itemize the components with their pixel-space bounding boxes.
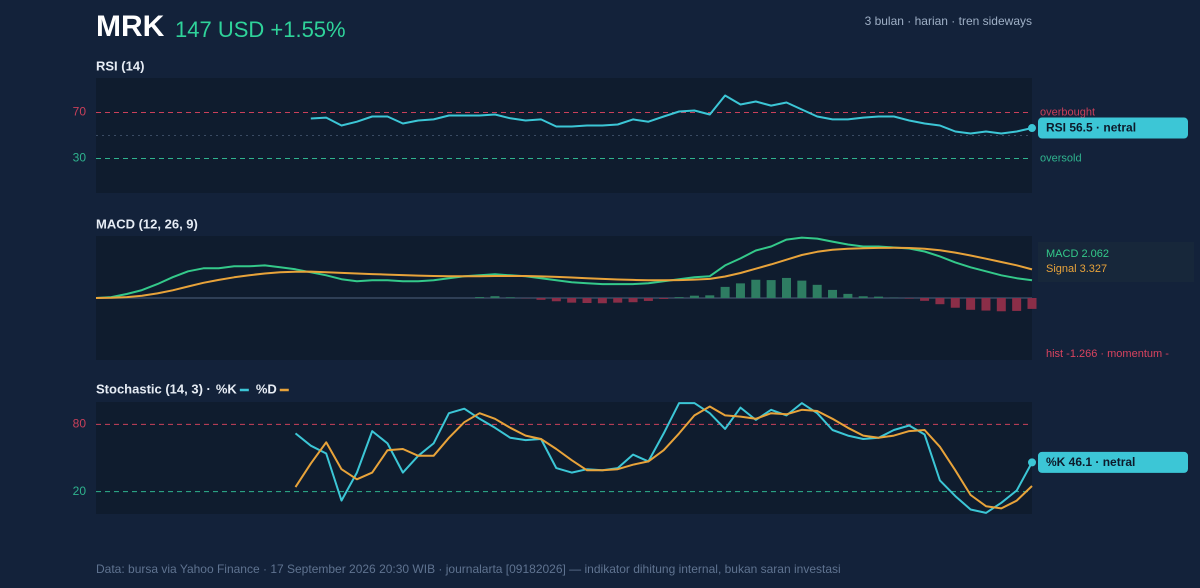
hist-bar (797, 280, 807, 298)
legend-entry: Signal 3.327 (1046, 263, 1107, 275)
badge: RSI 56.5 · netral (1046, 121, 1136, 135)
hist-bar (920, 298, 930, 301)
hist-bar (966, 298, 976, 310)
hist-bar (1012, 298, 1022, 311)
hist-bar (643, 298, 653, 301)
hist-bar (659, 298, 669, 299)
hist-bar (996, 298, 1006, 312)
hist-bar (843, 293, 853, 298)
series-line (95, 246, 1033, 299)
panel-title: RSI (14) (96, 58, 144, 73)
y-tick-label: 20 (73, 484, 87, 498)
series-line (310, 94, 1033, 135)
hist-bar (766, 280, 776, 298)
badge: %K 46.1 · netral (1046, 455, 1135, 469)
hist-bar (475, 297, 485, 298)
footer: Data: bursa via Yahoo Finance · 17 Septe… (96, 562, 841, 576)
panel-bg (96, 402, 1032, 514)
last-point (1028, 124, 1036, 133)
ticker: MRK (96, 10, 165, 43)
hist-bar (490, 296, 500, 298)
threshold-label: overbought (1040, 106, 1095, 118)
hist-bar (812, 284, 822, 298)
legend-entry: %K (216, 381, 238, 396)
legend-box (1038, 242, 1194, 282)
panel-title: MACD (12, 26, 9) (96, 216, 198, 231)
series-line (294, 405, 1033, 510)
series-line (95, 236, 1033, 299)
legend-entry: hist -1.266 · momentum - (1046, 348, 1169, 360)
y-tick-label: 80 (73, 417, 87, 431)
hist-bar (751, 279, 761, 298)
hist-bar (1027, 298, 1037, 309)
hist-bar (505, 297, 515, 298)
threshold-label: oversold (1040, 152, 1082, 164)
last-point (1028, 458, 1036, 467)
hist-bar (828, 289, 838, 298)
hist-bar (613, 298, 623, 303)
hist-bar (981, 298, 991, 311)
badge-bg (1038, 451, 1188, 473)
hist-bar (950, 298, 960, 308)
hist-bar (858, 296, 868, 298)
y-tick-label: 30 (73, 151, 87, 165)
y-tick-label: 70 (73, 105, 87, 119)
legend-entry: MACD 2.062 (1046, 248, 1109, 260)
hist-bar (597, 298, 607, 304)
header-note: 3 bulan · harian · tren sideways (865, 14, 1032, 28)
legend-entry: %D (256, 381, 277, 396)
badge-bg (1038, 117, 1188, 139)
hist-bar (674, 297, 684, 298)
hist-bar (935, 298, 945, 305)
hist-bar (628, 298, 638, 303)
hist-bar (567, 298, 577, 303)
quote: 147 USD +1.55% (175, 17, 346, 42)
panel-title: Stochastic (14, 3) · (96, 381, 211, 396)
hist-bar (551, 298, 561, 302)
hist-bar (689, 295, 699, 298)
hist-bar (735, 283, 745, 298)
hist-bar (720, 286, 730, 298)
hist-bar (874, 296, 884, 298)
hist-bar (582, 298, 592, 303)
hist-bar (705, 295, 715, 298)
hist-bar (904, 298, 914, 299)
hist-bar (781, 277, 791, 298)
hist-bar (536, 298, 546, 300)
